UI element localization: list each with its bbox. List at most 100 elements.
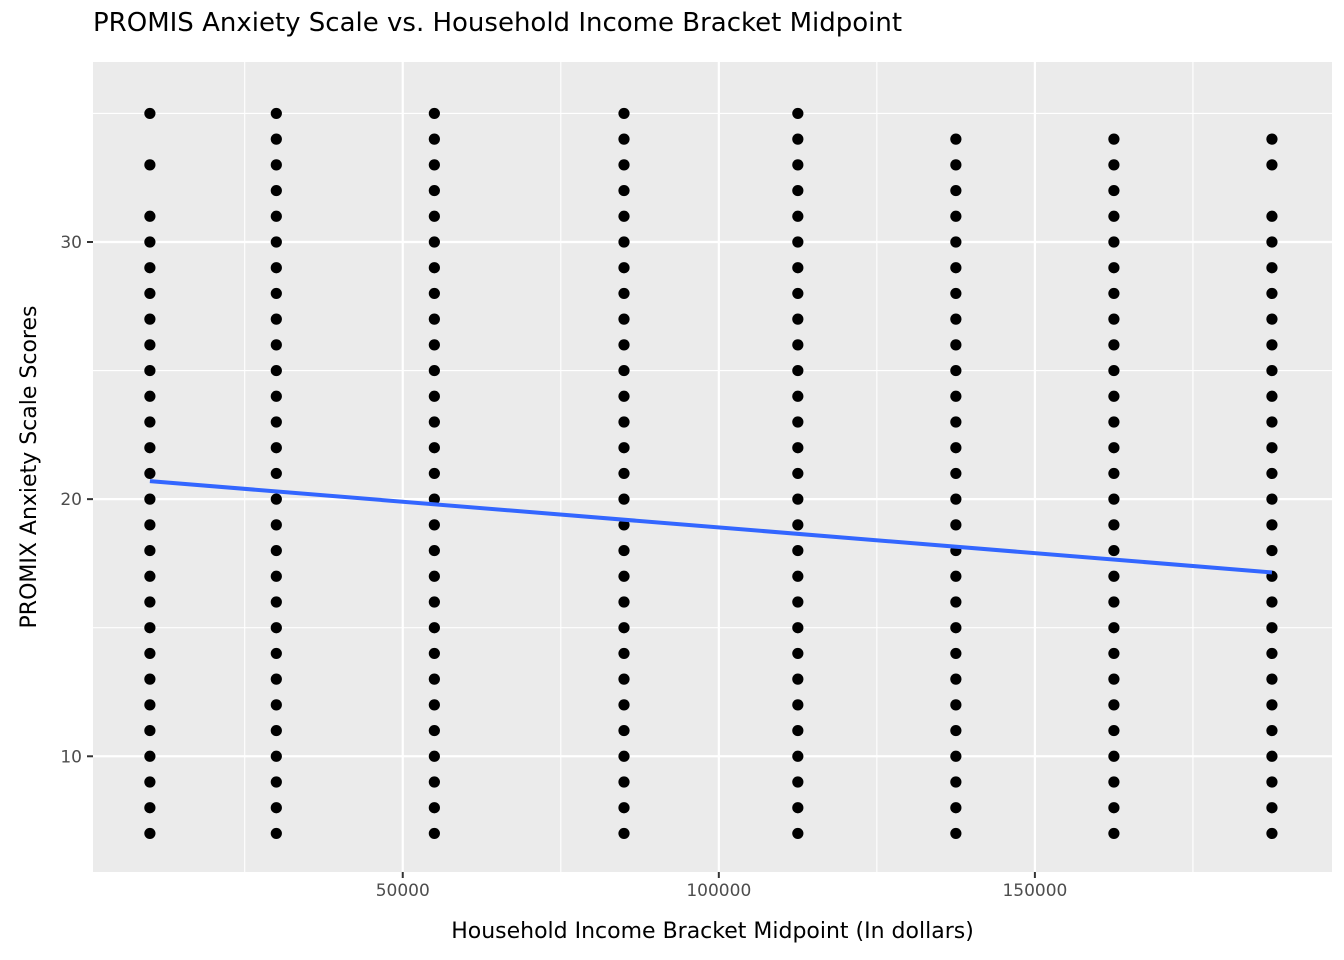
data-point xyxy=(1266,596,1278,608)
data-point xyxy=(618,107,630,120)
data-point xyxy=(1108,236,1120,248)
data-point xyxy=(428,673,440,685)
data-point xyxy=(950,339,962,351)
data-point xyxy=(950,159,962,171)
data-point xyxy=(428,493,440,505)
data-point xyxy=(1266,802,1278,814)
data-point xyxy=(1108,416,1120,428)
data-point xyxy=(428,750,440,762)
data-point xyxy=(1266,467,1278,480)
data-point xyxy=(1108,802,1120,814)
data-point xyxy=(428,544,440,557)
data-point xyxy=(792,673,804,685)
data-point xyxy=(950,390,962,402)
x-tick-label: 100000 xyxy=(686,881,751,901)
data-point xyxy=(428,776,440,788)
data-point xyxy=(618,802,630,814)
data-point xyxy=(270,133,282,145)
data-point xyxy=(618,544,630,557)
data-point xyxy=(428,467,440,480)
data-point xyxy=(270,210,282,222)
data-point xyxy=(1266,493,1278,505)
data-point xyxy=(1108,750,1120,762)
x-tick-label: 150000 xyxy=(1002,881,1067,901)
data-point xyxy=(1108,364,1120,377)
data-point xyxy=(270,596,282,608)
data-point xyxy=(618,236,630,248)
data-point xyxy=(428,262,440,274)
data-point xyxy=(144,107,156,120)
data-points xyxy=(144,107,1278,840)
data-point xyxy=(270,750,282,762)
data-point xyxy=(1108,390,1120,402)
data-point xyxy=(270,467,282,480)
data-point xyxy=(792,262,804,274)
data-point xyxy=(618,673,630,685)
data-point xyxy=(950,416,962,428)
x-axis-title: Household Income Bracket Midpoint (In do… xyxy=(451,919,974,944)
data-point xyxy=(1108,184,1120,197)
data-point xyxy=(792,699,804,711)
data-point xyxy=(792,467,804,480)
data-point xyxy=(950,647,962,660)
grid-lines xyxy=(93,62,1332,872)
data-point xyxy=(950,570,962,582)
data-point xyxy=(1108,622,1120,634)
data-point xyxy=(1108,493,1120,505)
data-point xyxy=(428,622,440,634)
data-point xyxy=(792,596,804,608)
data-point xyxy=(792,493,804,505)
data-point xyxy=(144,390,156,402)
y-tick-label: 10 xyxy=(60,747,82,767)
data-point xyxy=(950,699,962,711)
y-tick-label: 30 xyxy=(60,233,82,253)
data-point xyxy=(792,544,804,557)
data-point xyxy=(428,416,440,428)
data-point xyxy=(618,390,630,402)
data-point xyxy=(950,493,962,505)
data-point xyxy=(428,570,440,582)
data-point xyxy=(144,596,156,608)
data-point xyxy=(950,184,962,197)
data-point xyxy=(792,313,804,325)
data-point xyxy=(618,724,630,737)
data-point xyxy=(618,570,630,582)
data-point xyxy=(1108,570,1120,582)
data-point xyxy=(1108,647,1120,660)
data-point xyxy=(428,699,440,711)
data-point xyxy=(270,184,282,197)
data-point xyxy=(950,596,962,608)
data-point xyxy=(1108,210,1120,222)
y-axis-title: PROMIX Anxiety Scale Scores xyxy=(17,306,42,629)
data-point xyxy=(950,802,962,814)
data-point xyxy=(144,313,156,325)
data-point xyxy=(1266,724,1278,737)
data-point xyxy=(1266,699,1278,711)
data-point xyxy=(792,133,804,145)
data-point xyxy=(1108,159,1120,171)
data-point xyxy=(792,159,804,171)
data-point xyxy=(144,210,156,222)
data-point xyxy=(1266,622,1278,634)
data-point xyxy=(1266,339,1278,351)
data-point xyxy=(1108,673,1120,685)
data-point xyxy=(618,287,630,300)
x-tick-label: 50000 xyxy=(376,881,430,901)
data-point xyxy=(428,287,440,300)
data-point xyxy=(428,339,440,351)
data-point xyxy=(792,647,804,660)
data-point xyxy=(144,802,156,814)
data-point xyxy=(1266,364,1278,377)
data-point xyxy=(618,647,630,660)
data-point xyxy=(144,827,156,840)
data-point xyxy=(144,776,156,788)
data-point xyxy=(144,647,156,660)
data-point xyxy=(144,673,156,685)
data-point xyxy=(792,776,804,788)
data-point xyxy=(950,133,962,145)
data-point xyxy=(144,724,156,737)
data-point xyxy=(618,159,630,171)
data-point xyxy=(618,750,630,762)
data-point xyxy=(270,544,282,557)
data-point xyxy=(792,570,804,582)
